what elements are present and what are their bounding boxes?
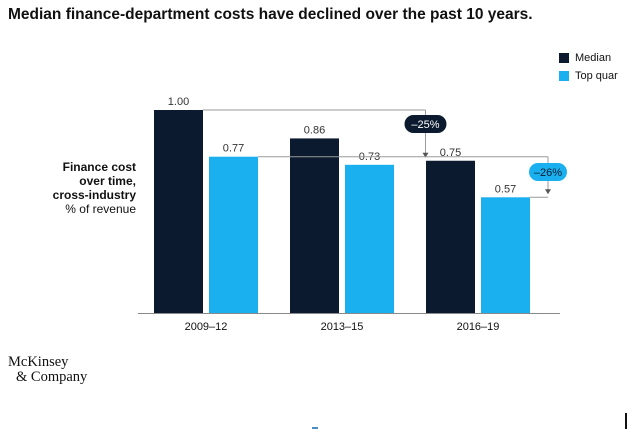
change-badge-top-quar: [529, 163, 567, 181]
chart-title: Median finance-department costs have dec…: [8, 6, 533, 23]
y-label-line-4: % of revenue: [65, 202, 136, 216]
scroll-indicator: [312, 427, 318, 429]
legend: Median Top quar: [559, 49, 618, 85]
legend-swatch-median: [559, 53, 569, 63]
brand-line-1: McKinsey: [8, 354, 69, 370]
bar-median-2013-15: [290, 138, 339, 313]
legend-swatch-top-quartile: [559, 71, 569, 81]
brand-logo: McKinsey & Company: [8, 355, 87, 385]
data-label-median-2009-12: 1.00: [168, 96, 189, 108]
change-badge-median: [404, 115, 447, 133]
bar-top-quar-2009-12: [209, 156, 258, 313]
y-axis-label: Finance cost over time, cross-industry %…: [6, 160, 136, 216]
x-tick-label-2016-19: 2016–19: [457, 321, 500, 333]
data-label-median-2016-19: 0.75: [440, 147, 461, 159]
brand-line-2: & Company: [16, 369, 88, 385]
data-label-top-quar-2016-19: 0.57: [495, 183, 516, 195]
data-label-top-quar-2009-12: 0.77: [223, 143, 244, 155]
bar-median-2016-19: [426, 160, 475, 313]
legend-item-median: Median: [559, 49, 618, 67]
y-label-line-1: Finance cost: [62, 160, 136, 174]
bar-top-quar-2016-19: [481, 197, 530, 313]
y-label-line-3: cross-industry: [52, 188, 136, 202]
bar-median-2009-12: [154, 110, 203, 313]
data-label-median-2013-15: 0.86: [304, 124, 325, 136]
change-badge-label-top-quar: –26%: [534, 167, 562, 179]
x-tick-label-2013-15: 2013–15: [321, 321, 364, 333]
arrow-head-top-quar: [545, 189, 551, 195]
bar-top-quar-2013-15: [345, 164, 394, 313]
x-tick-label-2009-12: 2009–12: [185, 321, 228, 333]
change-badge-label-median: –25%: [411, 119, 439, 131]
legend-label-top-quartile: Top quar: [575, 70, 618, 82]
legend-item-top-quartile: Top quar: [559, 67, 618, 85]
y-label-line-2: over time,: [79, 174, 136, 188]
text-cursor: [625, 413, 627, 429]
arrow-head-median: [422, 152, 429, 158]
legend-label-median: Median: [575, 52, 612, 64]
